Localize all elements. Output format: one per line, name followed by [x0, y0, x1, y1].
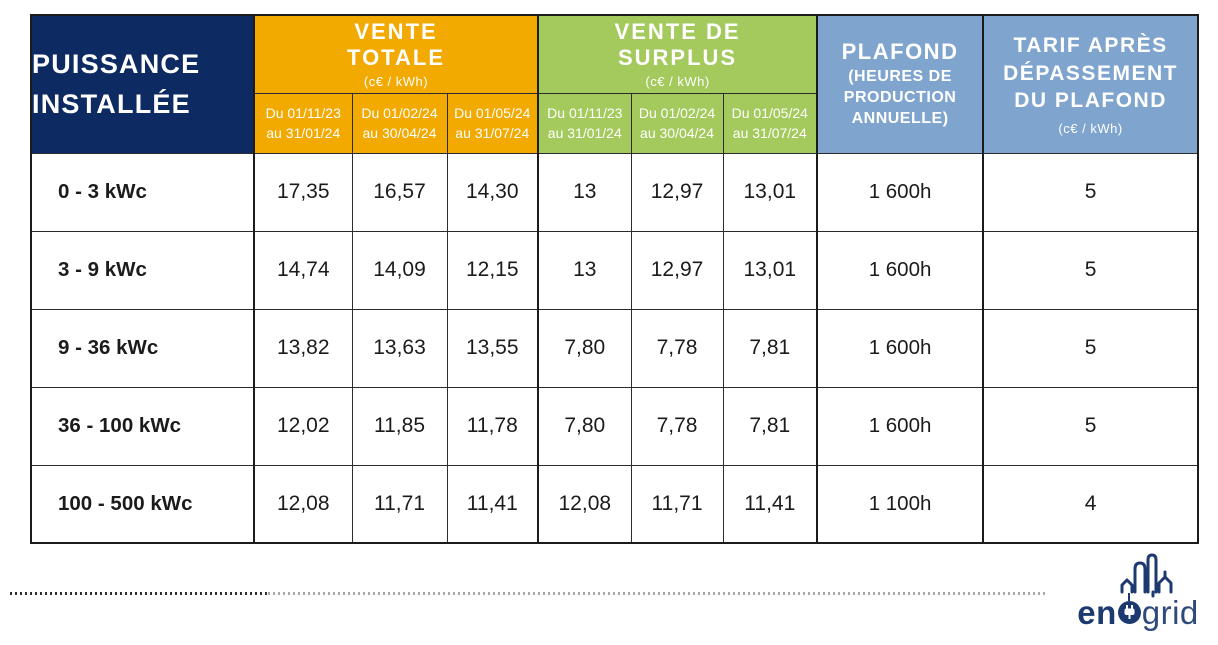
- data-cell: 11,85: [351, 386, 448, 466]
- vs-period-2-line1: Du 01/02/24: [638, 104, 716, 121]
- tarif-cell: 5: [982, 308, 1199, 388]
- vt-period-3-line2: au 31/07/24: [455, 125, 530, 141]
- table-row: 9 - 36 kWc 13,82 13,63 13,55 7,80 7,78 7…: [30, 308, 1199, 388]
- dotted-separator-dark: [10, 592, 268, 595]
- data-cell: 13,63: [351, 308, 448, 388]
- vente-surplus-unit: (c€ / kWh): [645, 74, 710, 90]
- vs-period-2-line2: au 30/04/24: [640, 125, 715, 141]
- data-cell: 14,09: [351, 230, 448, 310]
- data-cell: 11,71: [630, 464, 724, 544]
- data-cell: 7,80: [537, 308, 632, 388]
- data-cell: 7,78: [630, 386, 724, 466]
- plafond-cell: 1 600h: [816, 308, 984, 388]
- data-cell: 7,81: [722, 386, 818, 466]
- tariff-table: PUISSANCE INSTALLÉE VENTE TOTALE (c€ / k…: [30, 14, 1200, 544]
- data-cell: 14,30: [446, 152, 539, 232]
- vt-period-2-line1: Du 01/02/24: [361, 104, 438, 121]
- vs-period-3-header: Du 01/05/24 au 31/07/24: [722, 92, 818, 154]
- data-cell: 12,15: [446, 230, 539, 310]
- table-row: 0 - 3 kWc 17,35 16,57 14,30 13 12,97 13,…: [30, 152, 1199, 232]
- row-label: 0 - 3 kWc: [30, 152, 255, 232]
- plafond-subtitle: (HEURES DE PRODUCTION ANNUELLE): [843, 68, 957, 127]
- tarif-unit: (c€ / kWh): [1058, 121, 1123, 137]
- data-cell: 12,02: [253, 386, 353, 466]
- tarif-header: TARIF APRÈS DÉPASSEMENT DU PLAFOND (c€ /…: [982, 14, 1199, 154]
- tarif-cell: 5: [982, 230, 1199, 310]
- data-cell: 11,41: [722, 464, 818, 544]
- power-header-cell: PUISSANCE INSTALLÉE: [30, 14, 255, 154]
- vt-period-1-header: Du 01/11/23 au 31/01/24: [253, 92, 353, 154]
- data-cell: 13,01: [722, 152, 818, 232]
- plafond-cell: 1 100h: [816, 464, 984, 544]
- data-cell: 12,97: [630, 230, 724, 310]
- vente-totale-title-line2: TOTALE: [347, 45, 445, 71]
- data-cell: 12,08: [253, 464, 353, 544]
- data-cell: 13,82: [253, 308, 353, 388]
- row-label: 100 - 500 kWc: [30, 464, 255, 544]
- vente-surplus-title-line1: VENTE DE: [614, 19, 741, 45]
- data-cell: 11,41: [446, 464, 539, 544]
- enogrid-logo: en grid: [1070, 552, 1206, 629]
- vs-period-3-line2: au 31/07/24: [732, 125, 807, 141]
- plafond-title: PLAFOND: [841, 39, 959, 65]
- vs-period-1-line2: au 31/01/24: [547, 125, 622, 141]
- data-cell: 13: [537, 230, 632, 310]
- tarif-cell: 5: [982, 386, 1199, 466]
- vente-totale-title-line1: VENTE: [354, 19, 438, 45]
- data-cell: 12,97: [630, 152, 724, 232]
- data-cell: 7,80: [537, 386, 632, 466]
- vente-surplus-header: VENTE DE SURPLUS (c€ / kWh): [537, 14, 818, 94]
- row-label: 36 - 100 kWc: [30, 386, 255, 466]
- plafond-cell: 1 600h: [816, 230, 984, 310]
- plafond-cell: 1 600h: [816, 152, 984, 232]
- data-cell: 11,78: [446, 386, 539, 466]
- vt-period-2-line2: au 30/04/24: [362, 125, 437, 141]
- tarif-cell: 5: [982, 152, 1199, 232]
- tarif-title: TARIF APRÈS DÉPASSEMENT DU PLAFOND: [1003, 34, 1178, 112]
- data-cell: 7,81: [722, 308, 818, 388]
- data-cell: 17,35: [253, 152, 353, 232]
- power-header-line2: INSTALLÉE: [32, 89, 191, 120]
- vs-period-1-header: Du 01/11/23 au 31/01/24: [537, 92, 632, 154]
- vt-period-3-header: Du 01/05/24 au 31/07/24: [446, 92, 539, 154]
- data-cell: 12,08: [537, 464, 632, 544]
- vt-period-2-header: Du 01/02/24 au 30/04/24: [351, 92, 448, 154]
- vs-period-2-header: Du 01/02/24 au 30/04/24: [630, 92, 724, 154]
- vente-surplus-title-line2: SURPLUS: [617, 45, 738, 71]
- vt-period-3-line1: Du 01/05/24: [454, 104, 531, 121]
- table-row: 3 - 9 kWc 14,74 14,09 12,15 13 12,97 13,…: [30, 230, 1199, 310]
- logo-text-en: en: [1077, 594, 1117, 631]
- plafond-cell: 1 600h: [816, 386, 984, 466]
- logo-text-grid: grid: [1141, 594, 1199, 631]
- data-cell: 13,55: [446, 308, 539, 388]
- data-cell: 11,71: [351, 464, 448, 544]
- tarif-cell: 4: [982, 464, 1199, 544]
- buildings-icon: [1120, 553, 1173, 598]
- power-header-line1: PUISSANCE: [32, 48, 201, 79]
- data-cell: 16,57: [351, 152, 448, 232]
- vs-period-1-line1: Du 01/11/23: [547, 104, 623, 121]
- vt-period-1-line1: Du 01/11/23: [265, 104, 341, 121]
- plafond-header: PLAFOND (HEURES DE PRODUCTION ANNUELLE): [816, 14, 984, 154]
- vt-period-1-line2: au 31/01/24: [266, 125, 341, 141]
- data-cell: 14,74: [253, 230, 353, 310]
- dotted-separator-light: [268, 592, 1046, 595]
- vente-totale-unit: (c€ / kWh): [363, 74, 429, 90]
- data-cell: 13: [537, 152, 632, 232]
- plug-icon: [1117, 593, 1141, 624]
- vs-period-3-line1: Du 01/05/24: [731, 104, 808, 121]
- vente-totale-header: VENTE TOTALE (c€ / kWh): [252, 14, 539, 94]
- row-label: 3 - 9 kWc: [30, 230, 255, 310]
- table-row: 36 - 100 kWc 12,02 11,85 11,78 7,80 7,78…: [30, 386, 1199, 466]
- table-row: 100 - 500 kWc 12,08 11,71 11,41 12,08 11…: [30, 464, 1199, 544]
- row-label: 9 - 36 kWc: [30, 308, 255, 388]
- data-cell: 13,01: [722, 230, 818, 310]
- data-cell: 7,78: [630, 308, 724, 388]
